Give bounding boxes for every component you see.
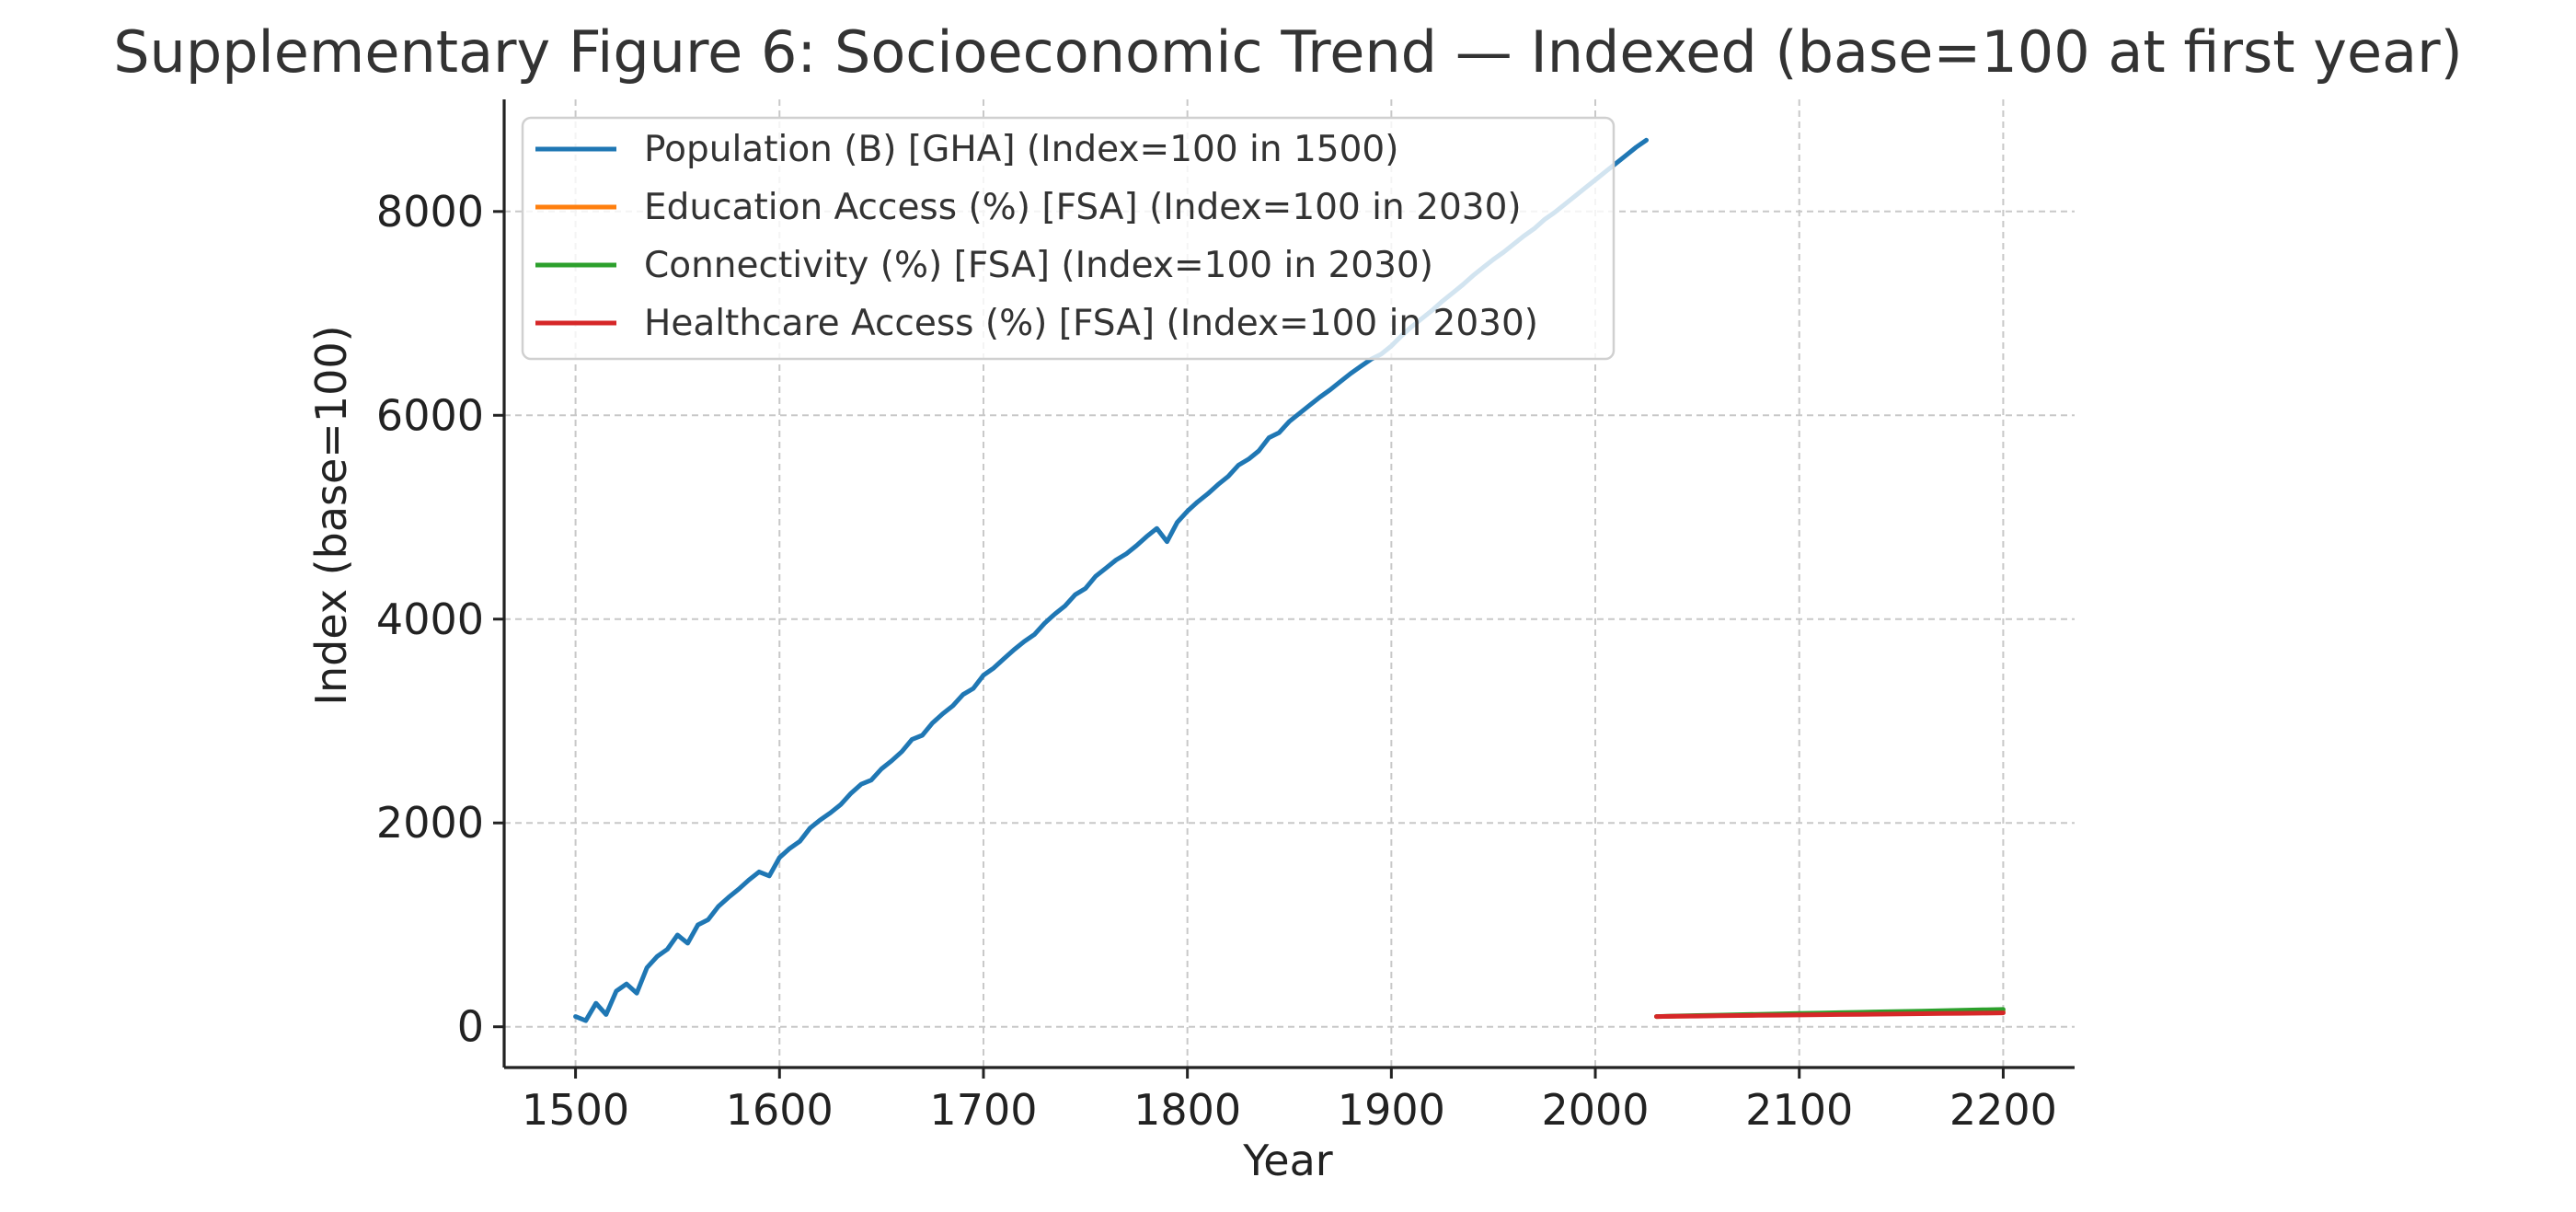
x-tick-label: 2100 [1745,1085,1853,1135]
y-tick-label: 0 [457,1002,484,1052]
x-tick-label: 1500 [522,1085,629,1135]
x-tick-label: 1900 [1338,1085,1445,1135]
x-axis-label: Year [1242,1136,1332,1185]
legend-item: Healthcare Access (%) [FSA] (Index=100 i… [535,303,1538,344]
y-axis-label: Index (base=100) [306,325,356,705]
tick-labels: 1500 1600 1700 1800 1900 2000 2100 2200 0 2000 400… [376,187,2057,1135]
series-line-3 [1654,1010,2006,1020]
x-tick-label: 2000 [1541,1085,1649,1135]
legend: Population (B) [GHA] (Index=100 in 1500)… [521,116,1616,361]
legend-label: Connectivity (%) [FSA] (Index=100 in 203… [644,245,1433,286]
y-tick-label: 6000 [376,390,484,440]
legend-item: Connectivity (%) [FSA] (Index=100 in 203… [535,245,1433,286]
legend-box [521,116,1616,361]
axes [493,99,2075,1079]
legend-item: Population (B) [GHA] (Index=100 in 1500) [535,129,1398,170]
legend-label: Population (B) [GHA] (Index=100 in 1500) [644,129,1398,170]
chart-title: Supplementary Figure 6: Socioeconomic Tr… [113,18,2463,86]
x-tick-label: 2200 [1949,1085,2057,1135]
y-tick-label: 8000 [376,187,484,237]
legend-label: Healthcare Access (%) [FSA] (Index=100 i… [644,303,1538,344]
x-tick-label: 1800 [1133,1085,1241,1135]
x-tick-label: 1600 [726,1085,834,1135]
legend-label: Education Access (%) [FSA] (Index=100 in… [644,187,1522,228]
legend-item: Education Access (%) [FSA] (Index=100 in… [535,187,1522,228]
x-tick-label: 1700 [929,1085,1037,1135]
y-tick-label: 2000 [376,798,484,848]
y-tick-label: 4000 [376,594,484,644]
